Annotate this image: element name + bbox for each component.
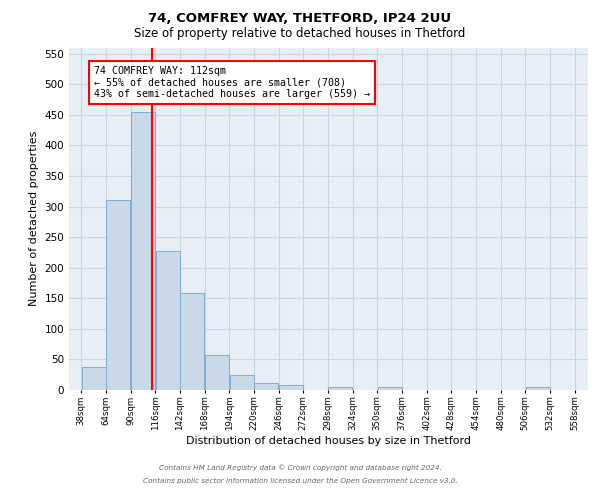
- Text: 74, COMFREY WAY, THETFORD, IP24 2UU: 74, COMFREY WAY, THETFORD, IP24 2UU: [148, 12, 452, 26]
- Text: Contains public sector information licensed under the Open Government Licence v3: Contains public sector information licen…: [143, 478, 457, 484]
- Bar: [106, 200, 130, 390]
- Text: Size of property relative to detached houses in Thetford: Size of property relative to detached ho…: [134, 28, 466, 40]
- Text: 74 COMFREY WAY: 112sqm
← 55% of detached houses are smaller (708)
43% of semi-de: 74 COMFREY WAY: 112sqm ← 55% of detached…: [94, 66, 370, 99]
- Bar: [377, 387, 402, 390]
- Bar: [254, 382, 278, 390]
- Bar: [279, 385, 303, 390]
- Bar: [328, 387, 352, 390]
- Bar: [230, 374, 254, 390]
- Bar: [82, 367, 106, 390]
- Bar: [180, 294, 205, 390]
- Text: Contains HM Land Registry data © Crown copyright and database right 2024.: Contains HM Land Registry data © Crown c…: [158, 464, 442, 470]
- Bar: [155, 250, 180, 390]
- X-axis label: Distribution of detached houses by size in Thetford: Distribution of detached houses by size …: [186, 436, 471, 446]
- Bar: [205, 355, 229, 390]
- Y-axis label: Number of detached properties: Number of detached properties: [29, 131, 39, 306]
- Bar: [131, 112, 155, 390]
- Bar: [526, 387, 550, 390]
